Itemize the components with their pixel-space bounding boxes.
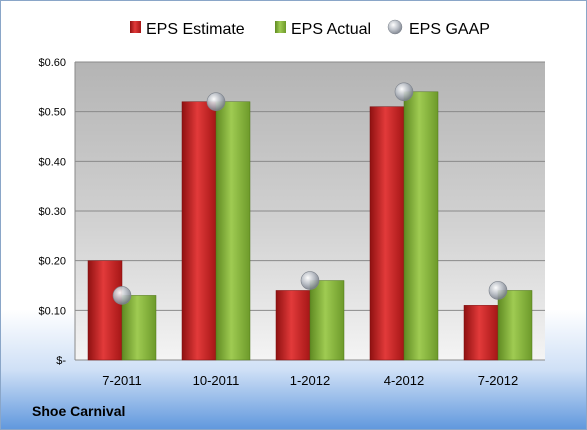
bar-eps-actual [309, 280, 345, 361]
gaap-markers [112, 82, 508, 305]
legend-swatch-actual [275, 21, 286, 33]
x-axis-ticks: 7-2011 10-2011 1-2012 4-2012 7-2012 [102, 373, 518, 388]
marker-eps-gaap [300, 271, 320, 290]
bar-eps-actual [497, 290, 533, 361]
marker-eps-gaap [394, 82, 414, 102]
bar-eps-actual [215, 101, 251, 361]
x-tick-label: 7-2011 [102, 373, 142, 388]
bar-eps-actual [403, 91, 439, 361]
marker-eps-gaap [112, 286, 132, 305]
x-tick-label: 7-2012 [478, 373, 518, 388]
legend-label-estimate: EPS Estimate [146, 21, 245, 38]
x-tick-label: 4-2012 [384, 373, 424, 388]
bar-eps-estimate [369, 106, 405, 361]
legend-item-gaap: EPS GAAP [387, 19, 490, 38]
bar-eps-estimate [181, 101, 217, 361]
marker-eps-gaap [206, 92, 226, 112]
y-tick-label: $0.50 [38, 107, 66, 119]
x-tick-label: 1-2012 [290, 373, 330, 388]
y-tick-label: $0.10 [38, 305, 66, 317]
bar-eps-estimate [275, 290, 311, 361]
y-tick-label: $0.60 [38, 57, 66, 69]
legend-label-actual: EPS Actual [291, 21, 371, 38]
chart-title: Shoe Carnival [32, 403, 125, 419]
y-axis-ticks: $- $0.10 $0.20 $0.30 $0.40 $0.50 $0.60 [38, 57, 66, 367]
legend-item-actual: EPS Actual [275, 21, 371, 38]
y-tick-label: $0.30 [38, 206, 66, 218]
y-tick-label: $0.20 [38, 256, 66, 268]
legend-label-gaap: EPS GAAP [409, 21, 490, 38]
legend-swatch-gaap [387, 19, 403, 35]
legend: EPS Estimate EPS Actual EPS GAAP [130, 19, 490, 38]
y-tick-label: $0.40 [38, 156, 66, 168]
bar-eps-estimate [463, 305, 499, 361]
bar-eps-actual [121, 295, 157, 361]
bars [87, 91, 533, 361]
x-tick-label: 10-2011 [193, 373, 240, 388]
y-tick-label: $- [56, 355, 66, 367]
marker-eps-gaap [488, 281, 508, 300]
legend-item-estimate: EPS Estimate [130, 21, 245, 38]
bar-eps-estimate [87, 260, 123, 361]
legend-swatch-estimate [130, 21, 141, 33]
